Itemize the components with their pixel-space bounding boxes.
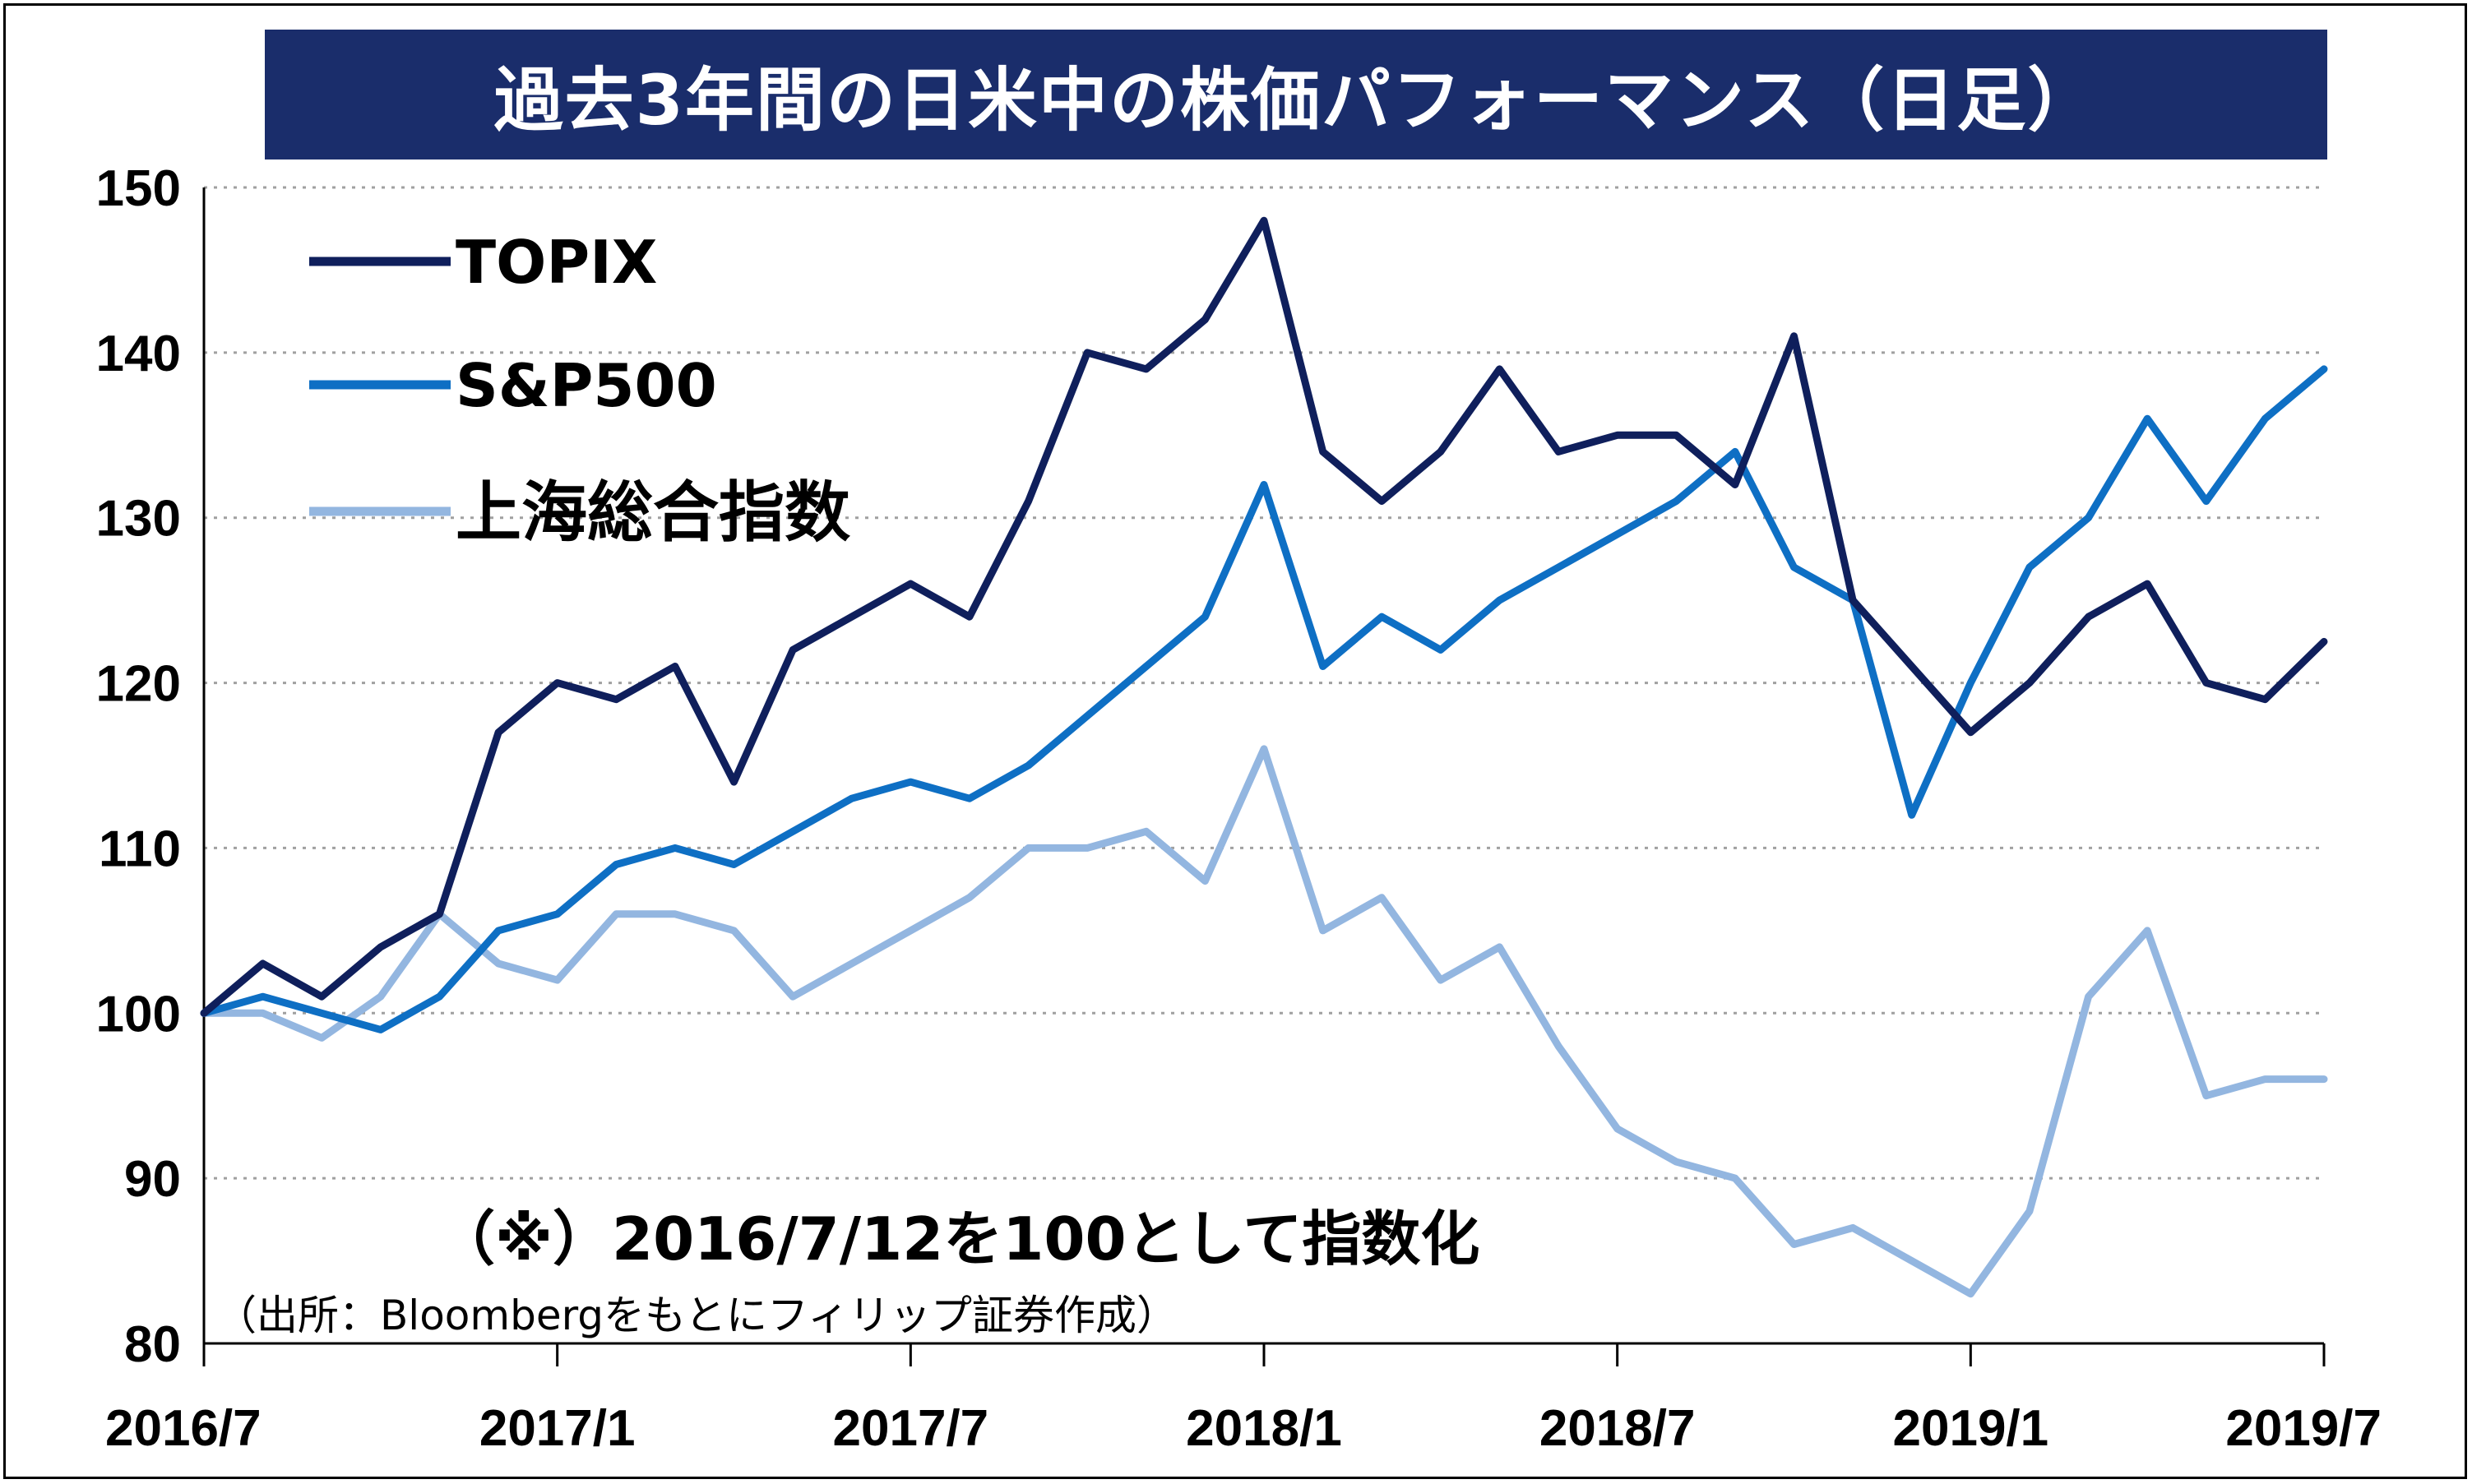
y-tick-label: 150 (96, 160, 181, 217)
legend-label: S&P500 (456, 351, 717, 420)
y-tick-label: 90 (124, 1151, 181, 1208)
y-tick-label: 140 (96, 326, 181, 382)
series-line-0 (200, 216, 2328, 1017)
chart-title: 過去3年間の日米中の株価パフォーマンス（日足） (493, 59, 2099, 141)
y-tick-label: 80 (124, 1316, 181, 1373)
y-tick-label: 130 (96, 491, 181, 548)
x-tick-label: 2017/7 (833, 1400, 989, 1457)
series-lines (200, 216, 2328, 1298)
axes: 80 90 100 110 120 130 140 150 2016/7 2017/1 2017/7… (96, 160, 2382, 1457)
grid-lines (204, 186, 2324, 1180)
x-tick-label: 2016/7 (105, 1400, 262, 1457)
x-tick-label: 2018/7 (1539, 1400, 1696, 1457)
x-tick-label: 2018/1 (1186, 1400, 1342, 1457)
y-tick-label: 120 (96, 656, 181, 713)
x-tick-label: 2019/1 (1893, 1400, 2049, 1457)
y-tick-label: 100 (96, 986, 181, 1042)
y-tick-label: 110 (99, 821, 181, 877)
legend: TOPIX S&P500 上海総合指数 (309, 228, 850, 551)
x-tick-label: 2019/7 (2225, 1400, 2382, 1457)
series-line-1 (200, 365, 2328, 1033)
legend-label: 上海総合指数 (456, 474, 850, 551)
chart-frame (3, 3, 2467, 1479)
source-note: （出所：Bloombergをもとにフィリップ証券作成） (215, 1292, 1178, 1339)
x-tick-label: 2017/1 (479, 1400, 636, 1457)
index-note: （※）2016/7/12を100として指数化 (436, 1204, 1480, 1274)
title-banner: 過去3年間の日米中の株価パフォーマンス（日足） (265, 30, 2327, 159)
series-line-2 (200, 745, 2328, 1298)
legend-label: TOPIX (456, 228, 657, 297)
